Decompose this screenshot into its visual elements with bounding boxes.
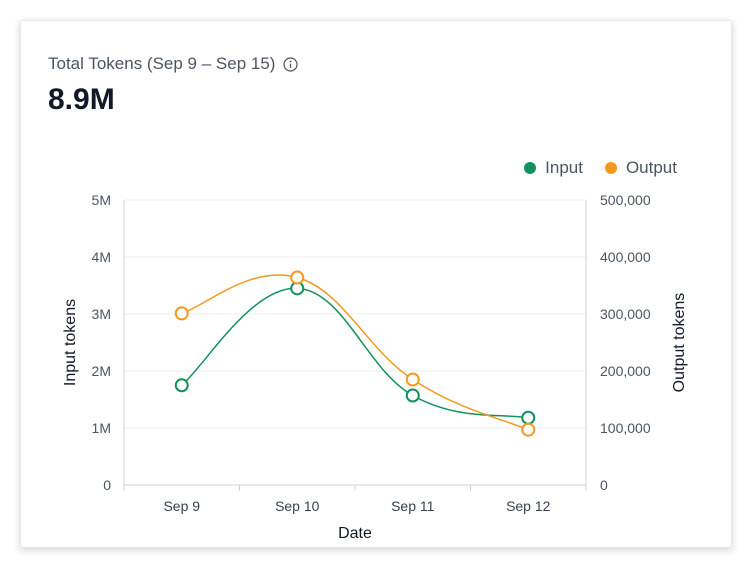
info-icon[interactable] xyxy=(283,56,299,72)
left-axis-title: Input tokens xyxy=(62,299,79,386)
series-line-output xyxy=(181,274,529,431)
chart-legend: Input Output xyxy=(524,158,677,178)
data-point-input xyxy=(521,410,536,425)
data-point-input xyxy=(174,378,189,393)
legend-swatch-output xyxy=(604,162,617,174)
right-tick-label: 500,000 xyxy=(600,192,651,208)
token-usage-card: Total Tokens (Sep 9 – Sep 15) 8.9M Input… xyxy=(20,20,732,548)
data-point-input xyxy=(405,388,420,403)
x-tick-label: Sep 10 xyxy=(275,498,320,514)
legend-item-input[interactable]: Input xyxy=(524,158,583,178)
card-title: Total Tokens (Sep 9 – Sep 15) xyxy=(48,54,276,73)
right-tick-label: 0 xyxy=(600,477,608,493)
legend-label-output: Output xyxy=(625,158,677,177)
x-tick-label: Sep 9 xyxy=(163,498,200,514)
right-tick-label: 200,000 xyxy=(600,363,651,379)
x-tick-label: Sep 12 xyxy=(506,498,551,514)
left-tick-label: 0 xyxy=(103,477,111,493)
right-tick-label: 100,000 xyxy=(600,420,651,436)
total-tokens-value: 8.9M xyxy=(48,83,115,116)
left-tick-label: 5M xyxy=(92,192,111,208)
data-point-output xyxy=(174,306,189,321)
data-point-output xyxy=(290,270,305,285)
left-tick-label: 3M xyxy=(92,306,111,322)
left-tick-label: 1M xyxy=(92,420,111,436)
legend-label-input: Input xyxy=(545,158,583,177)
series-line-input xyxy=(181,287,529,419)
card-header: Total Tokens (Sep 9 – Sep 15) xyxy=(48,54,299,74)
left-tick-label: 2M xyxy=(92,363,111,379)
left-tick-label: 4M xyxy=(92,249,111,265)
legend-swatch-input xyxy=(524,162,537,174)
right-tick-label: 400,000 xyxy=(600,249,651,265)
data-point-output xyxy=(405,372,420,387)
x-tick-label: Sep 11 xyxy=(391,498,435,514)
right-tick-label: 300,000 xyxy=(600,306,651,322)
legend-item-output[interactable]: Output xyxy=(604,158,677,178)
data-point-output xyxy=(521,422,536,437)
right-axis-title: Output tokens xyxy=(671,293,688,393)
x-axis-title: Date xyxy=(338,525,372,542)
